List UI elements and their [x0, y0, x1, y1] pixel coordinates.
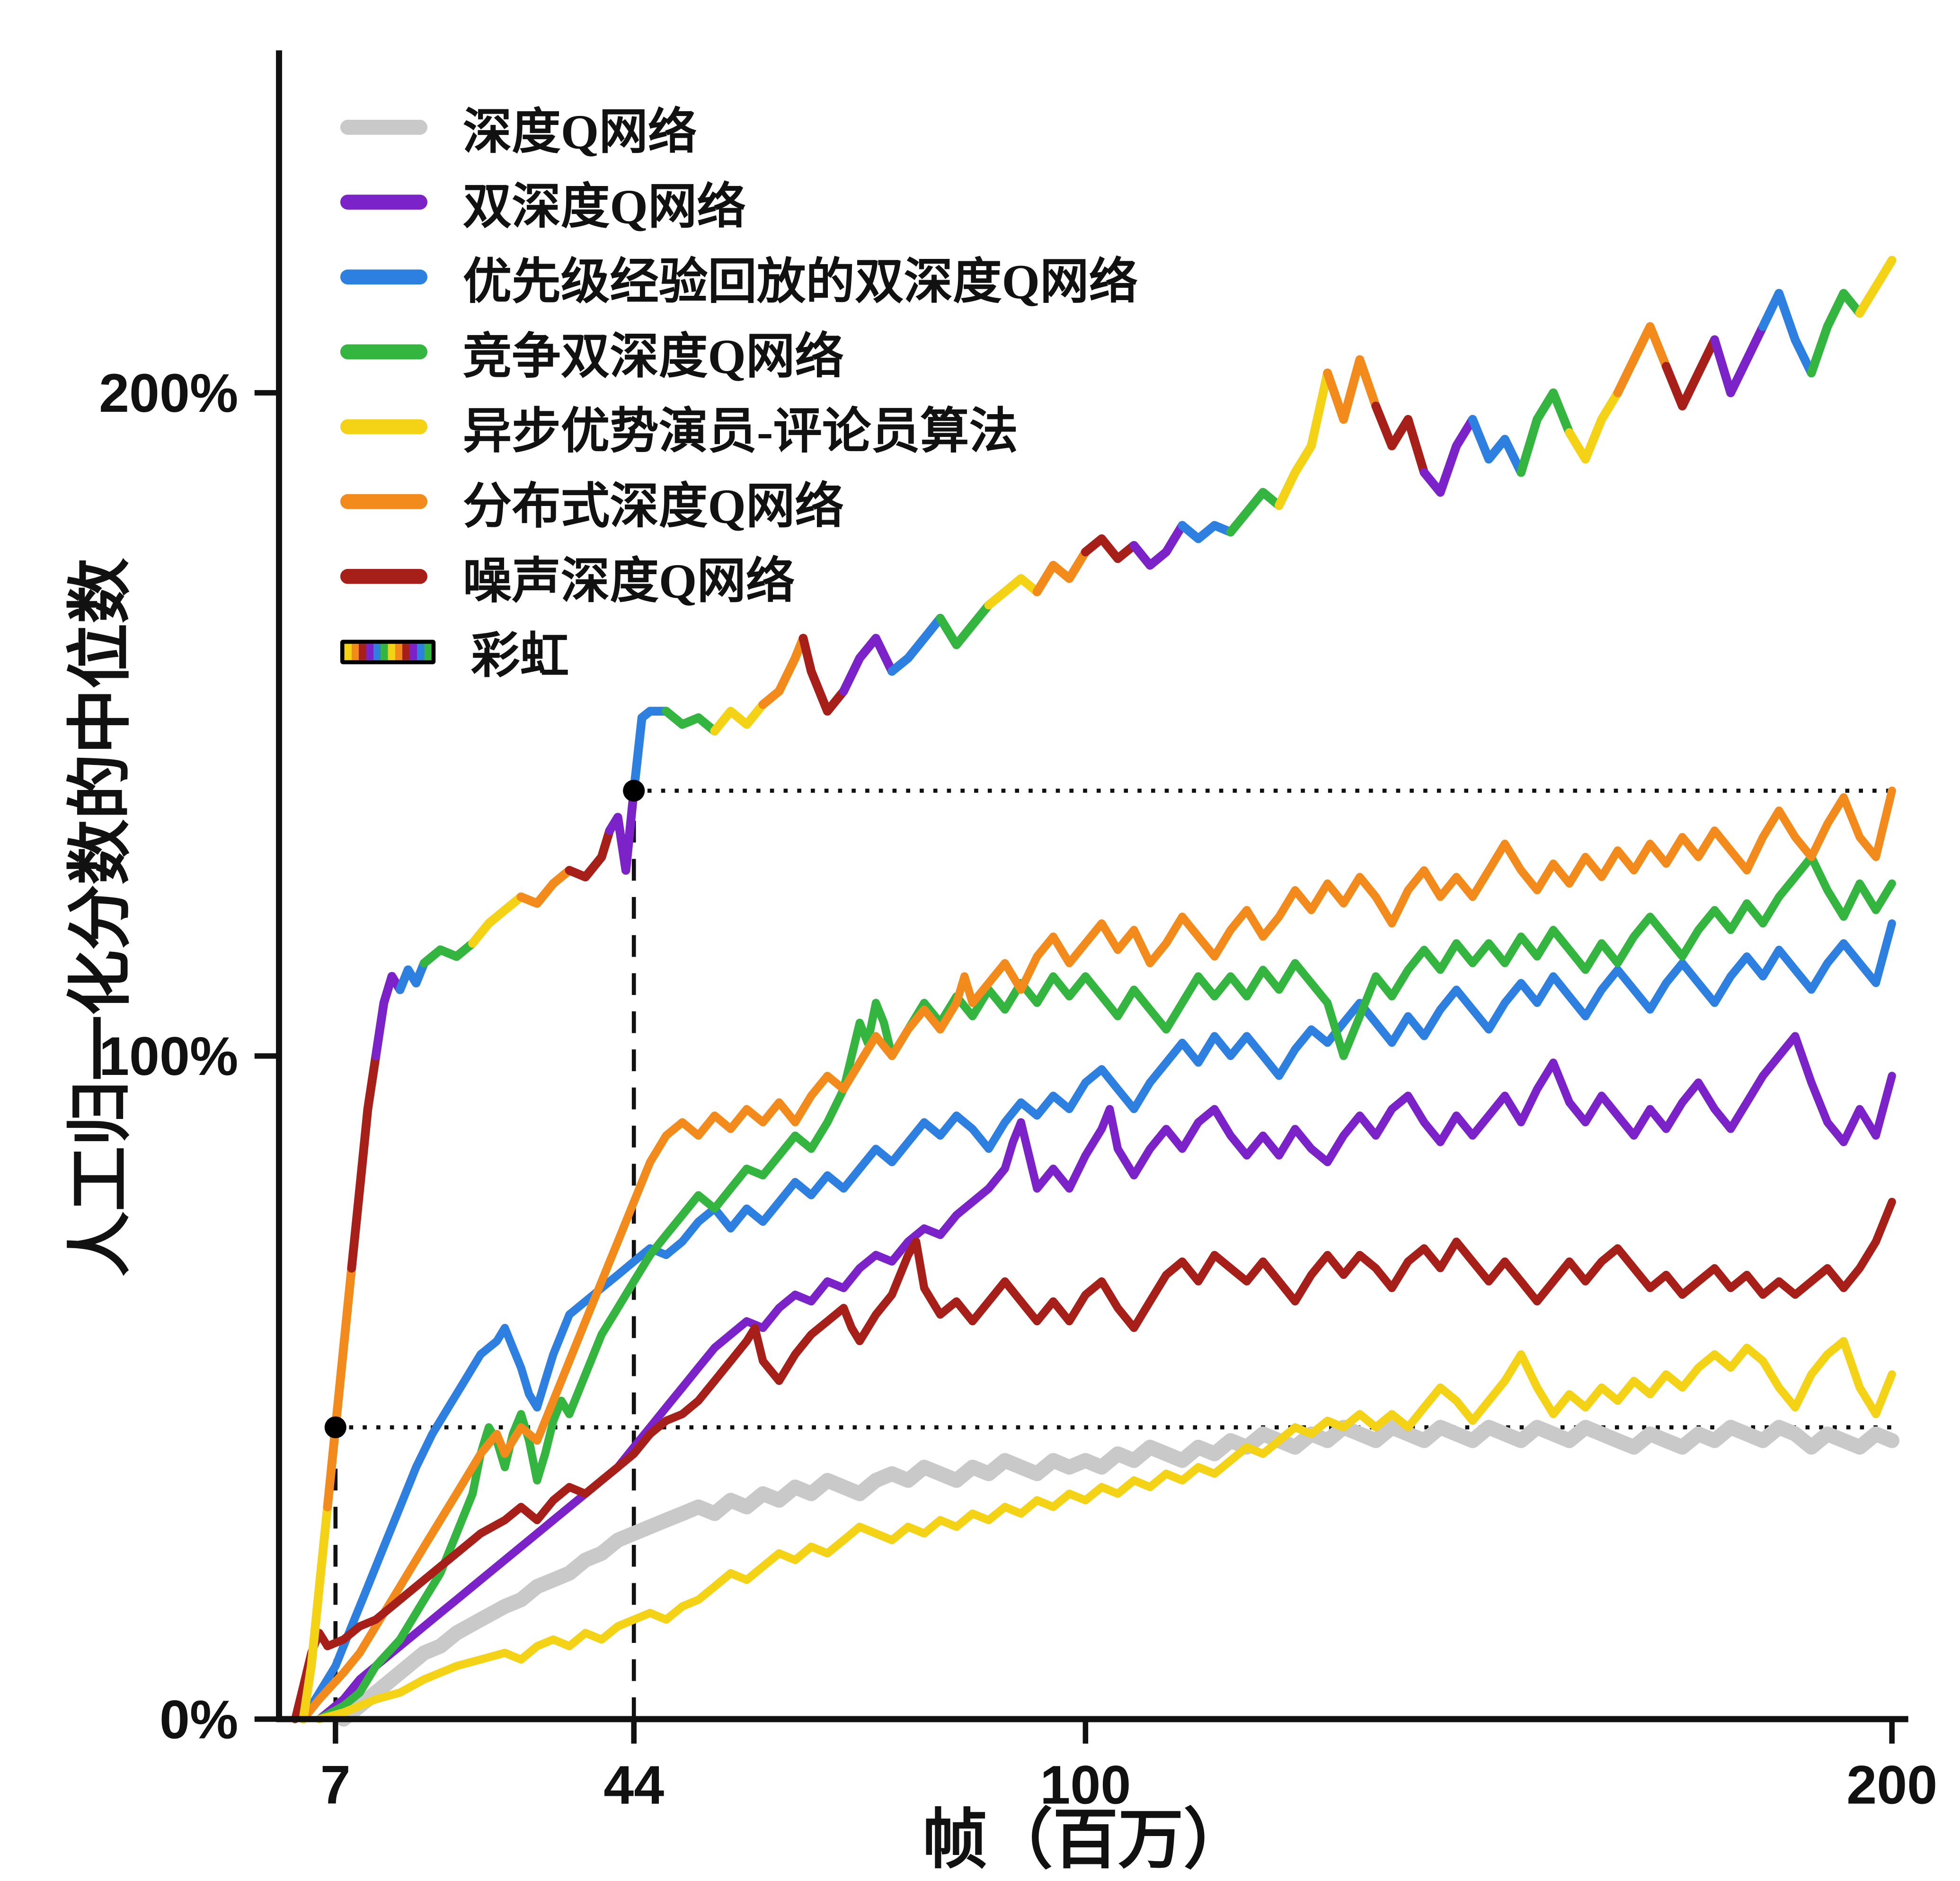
- y-tick-label: 200%: [99, 363, 238, 424]
- series-rainbow-segment: [1323, 355, 1381, 424]
- x-tick-label: 7: [320, 1755, 351, 1815]
- distributional-dqn-line-swatch: [340, 494, 427, 509]
- series-distributional-dqn: [299, 786, 1896, 1723]
- legend-label-rainbow: 彩虹: [470, 628, 569, 683]
- series-rainbow-segment: [1855, 256, 1897, 318]
- rainbow-line-swatch: [340, 639, 436, 664]
- series-prioritized-ddqn: [299, 919, 1896, 1723]
- legend-item-a3c: 异步优势演员-评论员算法: [340, 389, 1138, 464]
- series-rainbow-segment: [1032, 547, 1090, 596]
- series-rainbow-segment: [395, 958, 429, 994]
- series-rainbow-segment: [1565, 388, 1623, 464]
- series-rainbow-segment: [1613, 322, 1671, 398]
- series-rainbow-segment: [1419, 415, 1477, 497]
- series-rainbow-segment: [299, 1502, 332, 1724]
- series-rainbow-segment: [1081, 534, 1139, 563]
- x-tick-label: 200: [1846, 1755, 1937, 1815]
- series-rainbow-segment: [629, 707, 671, 795]
- legend-item-dqn: 深度Q网络: [340, 90, 1138, 165]
- series-rainbow-segment: [1178, 521, 1235, 543]
- prioritized-ddqn-line-swatch: [340, 269, 427, 285]
- series-a3c: [315, 1337, 1896, 1723]
- series-rainbow-segment: [798, 634, 848, 716]
- series-noisy-dqn: [291, 1198, 1896, 1723]
- series-rainbow-segment: [1758, 289, 1816, 378]
- ddqn-line-swatch: [340, 195, 427, 210]
- legend: 深度Q网络 双深度Q网络 优先级经验回放的双深度Q网络 竞争双深度Q网络 异步优…: [340, 90, 1138, 689]
- series-ddqn: [315, 1032, 1896, 1723]
- legend-item-prioritized-ddqn: 优先级经验回放的双深度Q网络: [340, 240, 1138, 314]
- legend-item-distributional-dqn: 分布式深度Q网络: [340, 464, 1138, 539]
- series-rainbow-segment: [605, 786, 639, 875]
- series-rainbow-segment: [936, 600, 993, 649]
- series-rainbow-segment: [1226, 488, 1284, 537]
- legend-item-ddqn: 双深度Q网络: [340, 165, 1138, 240]
- series-rainbow-segment: [758, 634, 808, 709]
- series-dqn: [336, 1420, 1900, 1727]
- legend-label-dueling-ddqn: 竞争双深度Q网络: [462, 328, 844, 383]
- series-rainbow-segment: [419, 939, 477, 968]
- legend-label-a3c: 异步优势演员-评论员算法: [462, 403, 1019, 458]
- legend-item-rainbow: 彩虹: [340, 614, 1138, 689]
- x-axis-label: 帧（百万）: [922, 1805, 1249, 1877]
- legend-label-distributional-dqn: 分布式深度Q网络: [462, 478, 844, 533]
- dueling-ddqn-line-swatch: [340, 344, 427, 360]
- series-rainbow-segment: [468, 892, 526, 948]
- legend-item-dueling-ddqn: 竞争双深度Q网络: [340, 314, 1138, 389]
- noisy-dqn-line-swatch: [340, 569, 427, 584]
- series-rainbow-segment: [984, 574, 1042, 610]
- y-axis-label: 人工归一化分数的中位数: [65, 558, 138, 1277]
- series-rainbow-segment: [1468, 415, 1525, 477]
- y-tick-label: 0%: [160, 1689, 238, 1750]
- series-rainbow-segment: [887, 613, 945, 676]
- annotation-dot: [623, 780, 645, 802]
- x-tick-label: 100: [1040, 1755, 1131, 1815]
- series-rainbow-segment: [662, 707, 719, 736]
- legend-label-ddqn: 双深度Q网络: [462, 179, 746, 234]
- series-rainbow-segment: [347, 1051, 381, 1273]
- series-rainbow-segment: [1710, 322, 1767, 398]
- legend-label-noisy-dqn: 噪声深度Q网络: [462, 553, 795, 608]
- a3c-line-swatch: [340, 419, 427, 435]
- series-rainbow-segment: [1517, 388, 1574, 477]
- series-dueling-ddqn: [315, 852, 1896, 1723]
- legend-label-prioritized-ddqn: 优先级经验回放的双深度Q网络: [462, 254, 1138, 309]
- legend-item-noisy-dqn: 噪声深度Q网络: [340, 539, 1138, 614]
- series-rainbow-segment: [1661, 335, 1719, 411]
- series-rainbow-segment: [1274, 368, 1332, 510]
- annotation-dot: [324, 1416, 346, 1438]
- dqn-line-swatch: [340, 120, 427, 135]
- series-rainbow-segment: [710, 700, 768, 736]
- series-rainbow-segment: [839, 634, 896, 696]
- series-rainbow-segment: [1129, 521, 1187, 570]
- y-tick-label: 100%: [99, 1026, 238, 1087]
- series-rainbow-segment: [323, 1263, 356, 1512]
- series-rainbow-segment: [516, 866, 574, 908]
- series-rainbow-segment: [371, 972, 405, 1061]
- x-tick-label: 44: [603, 1755, 664, 1815]
- series-rainbow-segment: [1371, 401, 1429, 477]
- legend-label-dqn: 深度Q网络: [462, 104, 697, 159]
- series-rainbow-segment: [1807, 289, 1864, 378]
- series-rainbow-segment: [565, 826, 614, 882]
